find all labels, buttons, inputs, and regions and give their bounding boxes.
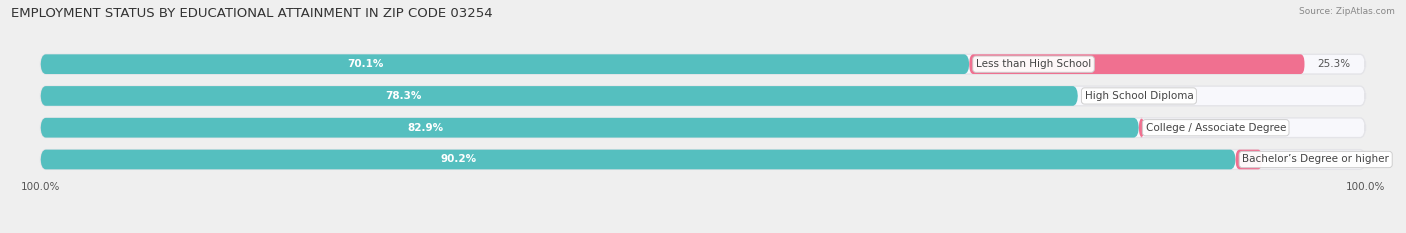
FancyBboxPatch shape (41, 118, 1365, 137)
Text: 78.3%: 78.3% (385, 91, 422, 101)
Text: 25.3%: 25.3% (1317, 59, 1351, 69)
FancyBboxPatch shape (41, 86, 1078, 106)
Text: 2.0%: 2.0% (1275, 154, 1302, 164)
Text: Less than High School: Less than High School (976, 59, 1091, 69)
Text: 0.0%: 0.0% (1091, 91, 1118, 101)
Text: 0.4%: 0.4% (1157, 123, 1184, 133)
FancyBboxPatch shape (1139, 118, 1144, 137)
Text: 100.0%: 100.0% (1346, 182, 1385, 192)
Text: Bachelor’s Degree or higher: Bachelor’s Degree or higher (1243, 154, 1389, 164)
Text: Source: ZipAtlas.com: Source: ZipAtlas.com (1299, 7, 1395, 16)
FancyBboxPatch shape (41, 150, 1236, 169)
Text: 100.0%: 100.0% (21, 182, 60, 192)
Text: College / Associate Degree: College / Associate Degree (1146, 123, 1286, 133)
Text: 82.9%: 82.9% (406, 123, 443, 133)
Text: 90.2%: 90.2% (440, 154, 477, 164)
Text: 70.1%: 70.1% (347, 59, 384, 69)
Text: EMPLOYMENT STATUS BY EDUCATIONAL ATTAINMENT IN ZIP CODE 03254: EMPLOYMENT STATUS BY EDUCATIONAL ATTAINM… (11, 7, 494, 20)
Text: High School Diploma: High School Diploma (1084, 91, 1194, 101)
FancyBboxPatch shape (41, 118, 1139, 137)
FancyBboxPatch shape (41, 54, 969, 74)
FancyBboxPatch shape (41, 150, 1365, 169)
FancyBboxPatch shape (41, 54, 1365, 74)
FancyBboxPatch shape (41, 86, 1365, 106)
FancyBboxPatch shape (969, 54, 1305, 74)
FancyBboxPatch shape (1236, 150, 1263, 169)
